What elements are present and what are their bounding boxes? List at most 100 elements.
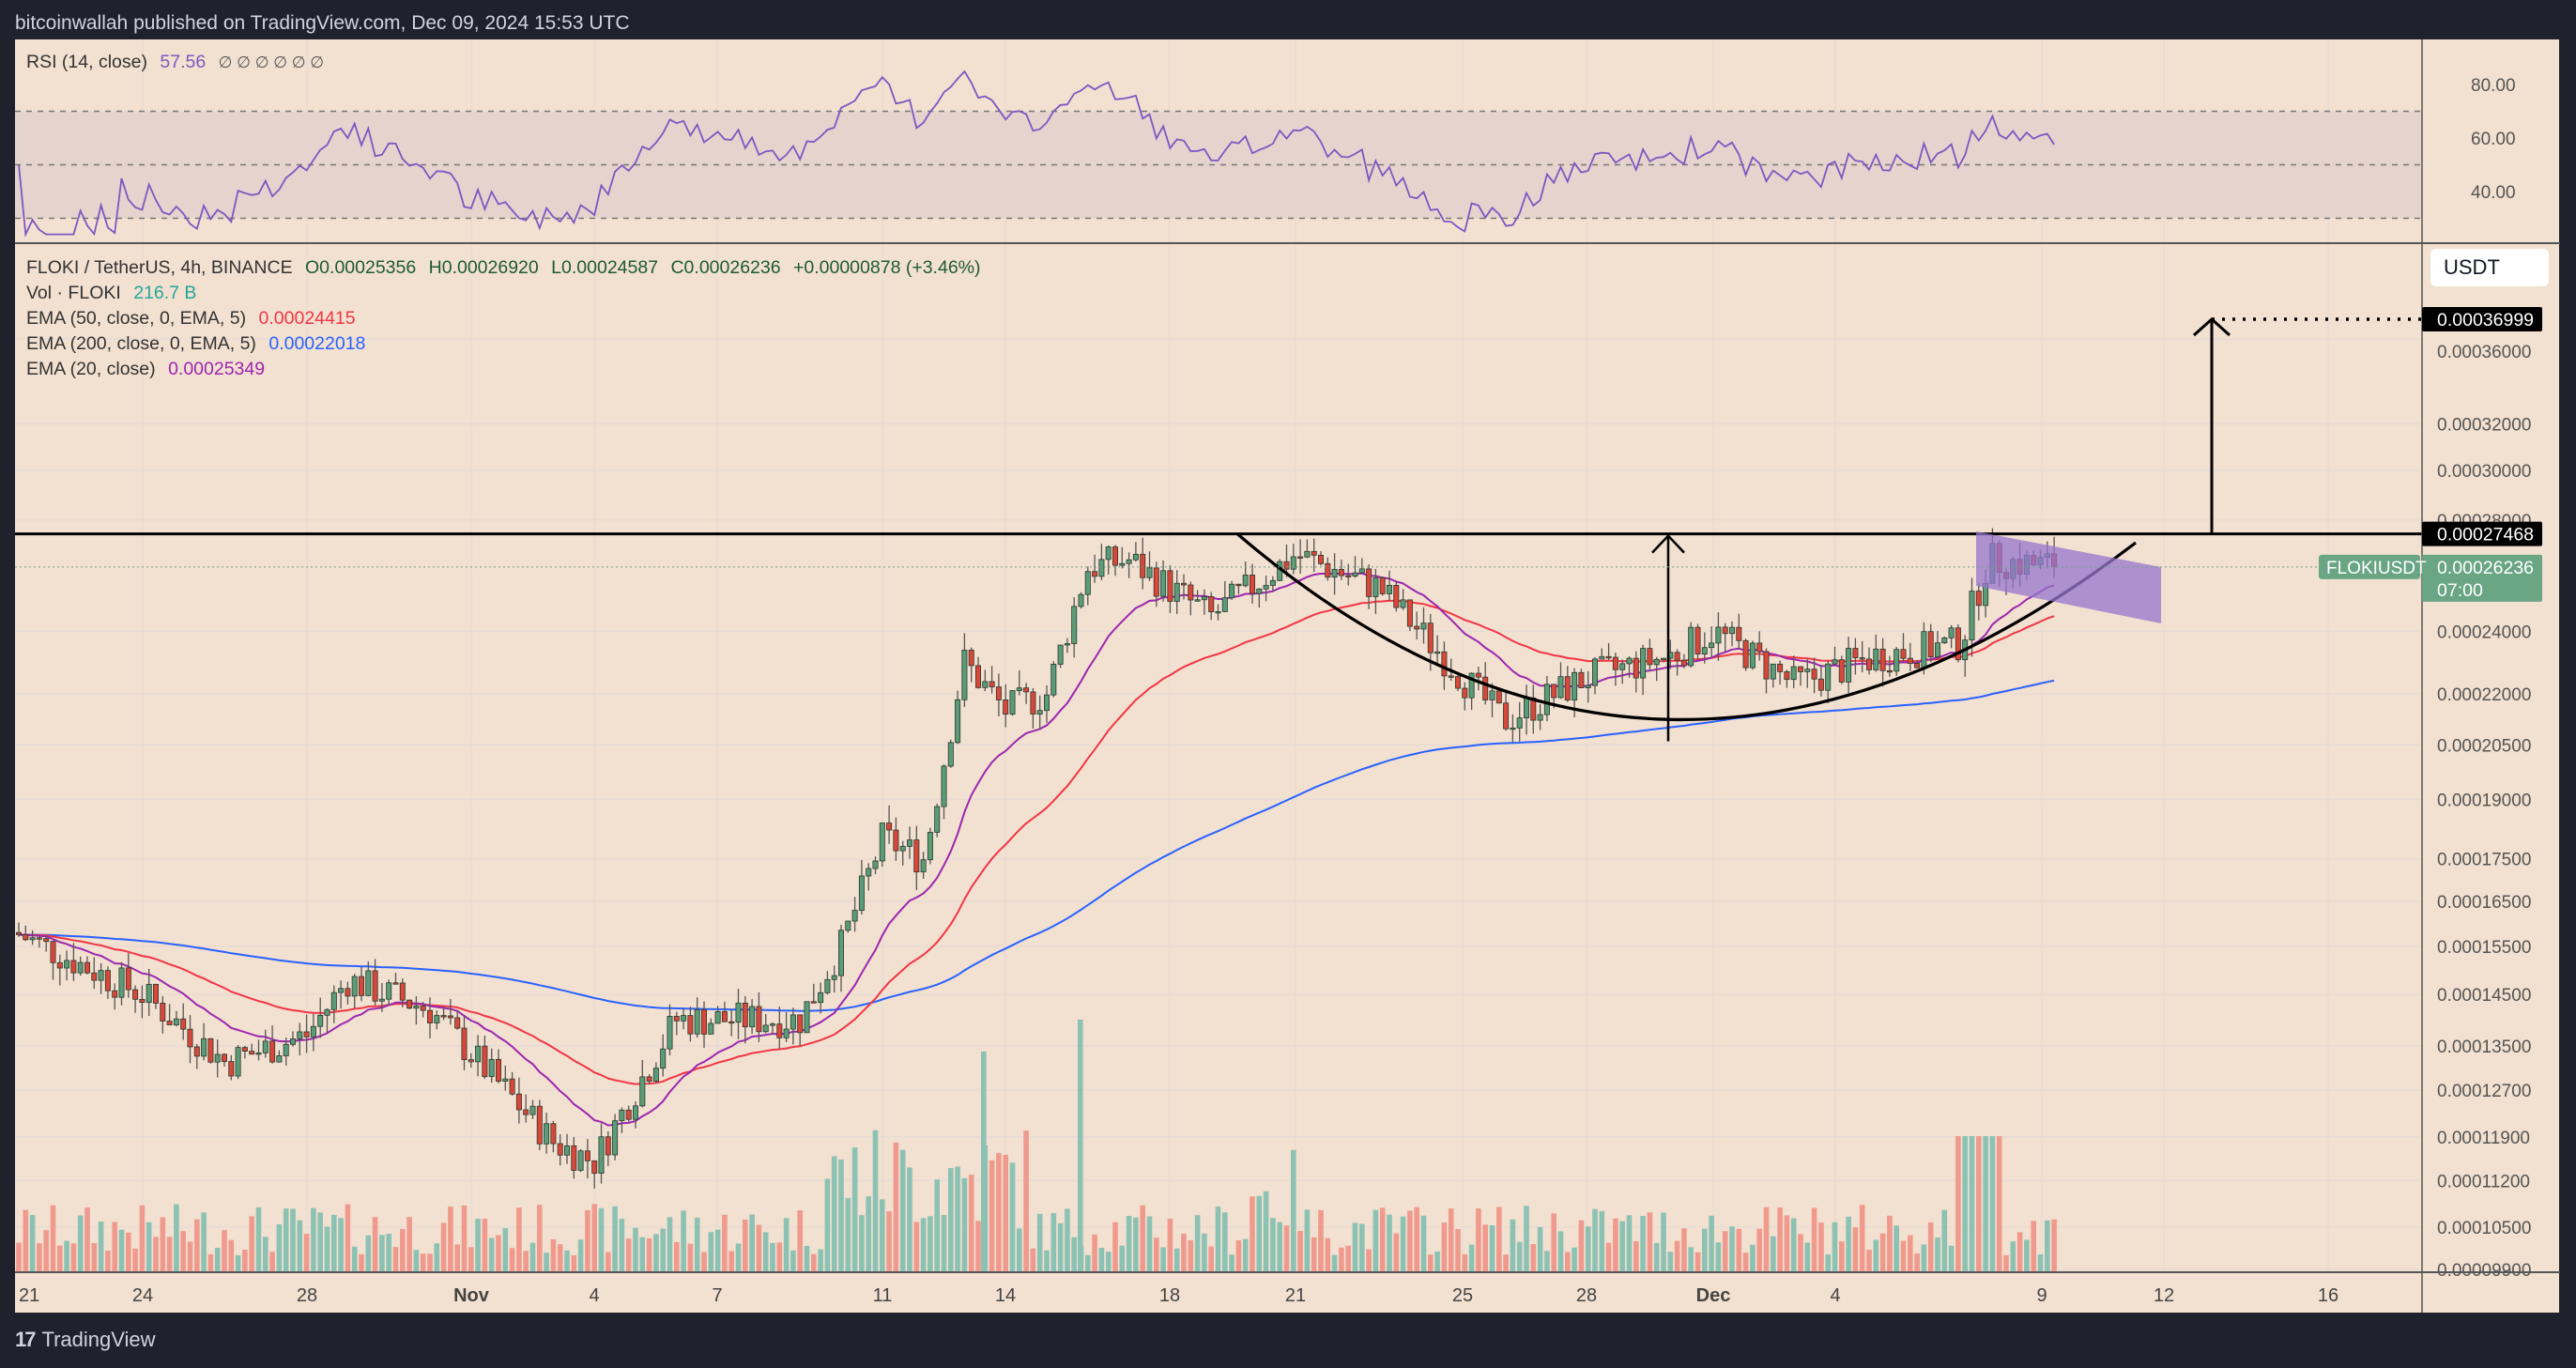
candle-up[interactable] bbox=[330, 991, 337, 1010]
candle-down[interactable] bbox=[1325, 562, 1331, 578]
candle-up[interactable] bbox=[824, 978, 831, 993]
candle-down[interactable] bbox=[420, 1006, 426, 1011]
candle-down[interactable] bbox=[886, 822, 893, 831]
ema20-label[interactable]: EMA (20, close) bbox=[26, 359, 156, 379]
candle-down[interactable] bbox=[605, 1136, 611, 1156]
candle-down[interactable] bbox=[104, 970, 111, 991]
candle-down[interactable] bbox=[1564, 676, 1571, 701]
candle-up[interactable] bbox=[1387, 585, 1393, 594]
candle-down[interactable] bbox=[1208, 596, 1215, 612]
candle-up[interactable] bbox=[118, 967, 125, 998]
candle-up[interactable] bbox=[920, 859, 927, 873]
candle-up[interactable] bbox=[838, 930, 845, 976]
candle-down[interactable] bbox=[1763, 651, 1770, 680]
candle-down[interactable] bbox=[221, 1053, 227, 1062]
candle-down[interactable] bbox=[207, 1038, 214, 1063]
candle-up[interactable] bbox=[1420, 623, 1427, 630]
candle-down[interactable] bbox=[50, 941, 56, 963]
candle-up[interactable] bbox=[1098, 559, 1105, 577]
candle-up[interactable] bbox=[1701, 647, 1708, 654]
candle-up[interactable] bbox=[1434, 651, 1441, 654]
candle-down[interactable] bbox=[1852, 648, 1859, 658]
candle-up[interactable] bbox=[1524, 697, 1530, 718]
candle-up[interactable] bbox=[146, 983, 152, 1004]
candle-up[interactable] bbox=[818, 991, 824, 1004]
candle-down[interactable] bbox=[1612, 656, 1618, 670]
candle-down[interactable] bbox=[1414, 625, 1420, 630]
candle-down[interactable] bbox=[1475, 672, 1481, 678]
candle-down[interactable] bbox=[1647, 648, 1653, 666]
candle-up[interactable] bbox=[1126, 559, 1132, 564]
candle-up[interactable] bbox=[1242, 575, 1249, 587]
candle-up[interactable] bbox=[1715, 626, 1722, 644]
candle-down[interactable] bbox=[1338, 569, 1344, 576]
candle-up[interactable] bbox=[1084, 571, 1091, 595]
candle-up[interactable] bbox=[1071, 606, 1078, 644]
candle-up[interactable] bbox=[1825, 663, 1832, 691]
candle-up[interactable] bbox=[1050, 663, 1057, 696]
candle-up[interactable] bbox=[1269, 579, 1276, 586]
candle-up[interactable] bbox=[899, 845, 906, 852]
candle-up[interactable] bbox=[982, 681, 989, 688]
candle-down[interactable] bbox=[523, 1109, 529, 1115]
candle-down[interactable] bbox=[1455, 676, 1462, 689]
candle-down[interactable] bbox=[1914, 663, 1921, 669]
candle-up[interactable] bbox=[283, 1043, 289, 1056]
candle-up[interactable] bbox=[351, 976, 358, 997]
candle-down[interactable] bbox=[687, 1015, 694, 1035]
candle-up[interactable] bbox=[1948, 627, 1955, 638]
candle-down[interactable] bbox=[1250, 575, 1256, 594]
candle-up[interactable] bbox=[1516, 717, 1523, 729]
brand-name[interactable]: TradingView bbox=[41, 1328, 156, 1351]
candle-down[interactable] bbox=[1441, 651, 1448, 677]
candle-up[interactable] bbox=[652, 1068, 659, 1082]
candle-up[interactable] bbox=[660, 1048, 667, 1069]
candle-up[interactable] bbox=[544, 1123, 550, 1145]
candle-down[interactable] bbox=[1503, 702, 1510, 730]
candle-up[interactable] bbox=[98, 970, 104, 981]
candle-up[interactable] bbox=[762, 1024, 769, 1033]
candle-up[interactable] bbox=[619, 1109, 625, 1122]
candle-down[interactable] bbox=[1674, 652, 1680, 661]
candle-down[interactable] bbox=[345, 988, 351, 997]
candle-up[interactable] bbox=[1358, 568, 1365, 574]
candle-down[interactable] bbox=[1188, 584, 1194, 601]
candle-up[interactable] bbox=[386, 982, 392, 1000]
candle-up[interactable] bbox=[338, 988, 345, 993]
candle-down[interactable] bbox=[1736, 626, 1742, 641]
candle-down[interactable] bbox=[1975, 591, 1982, 607]
candle-up[interactable] bbox=[1626, 657, 1633, 665]
candle-up[interactable] bbox=[1585, 684, 1591, 688]
candle-up[interactable] bbox=[947, 742, 954, 767]
candle-down[interactable] bbox=[1140, 553, 1146, 578]
candle-up[interactable] bbox=[1599, 655, 1605, 660]
candle-up[interactable] bbox=[1572, 671, 1578, 701]
candle-up[interactable] bbox=[1790, 666, 1797, 681]
candle-down[interactable] bbox=[228, 1061, 235, 1077]
candle-down[interactable] bbox=[557, 1143, 563, 1156]
candle-up[interactable] bbox=[201, 1038, 207, 1057]
candle-up[interactable] bbox=[1770, 663, 1776, 680]
candle-up[interactable] bbox=[1352, 572, 1358, 577]
candle-up[interactable] bbox=[1036, 710, 1043, 715]
candle-up[interactable] bbox=[64, 960, 70, 969]
candle-down[interactable] bbox=[728, 1021, 735, 1024]
candle-down[interactable] bbox=[36, 937, 42, 940]
candle-up[interactable] bbox=[324, 1008, 330, 1016]
candle-down[interactable] bbox=[536, 1105, 543, 1145]
candle-down[interactable] bbox=[440, 1015, 447, 1018]
candle-up[interactable] bbox=[502, 1078, 509, 1082]
candle-down[interactable] bbox=[84, 961, 91, 974]
candle-down[interactable] bbox=[1153, 567, 1159, 597]
candle-up[interactable] bbox=[434, 1015, 440, 1023]
candle-up[interactable] bbox=[639, 1076, 646, 1107]
candle-down[interactable] bbox=[1605, 655, 1612, 659]
candle-down[interactable] bbox=[160, 1003, 166, 1022]
candle-up[interactable] bbox=[804, 1001, 810, 1034]
candle-down[interactable] bbox=[1879, 648, 1886, 671]
candle-up[interactable] bbox=[1215, 610, 1221, 614]
candle-down[interactable] bbox=[1003, 699, 1009, 715]
candle-up[interactable] bbox=[475, 1045, 482, 1063]
candle-up[interactable] bbox=[735, 1002, 742, 1023]
candle-down[interactable] bbox=[995, 686, 1002, 700]
